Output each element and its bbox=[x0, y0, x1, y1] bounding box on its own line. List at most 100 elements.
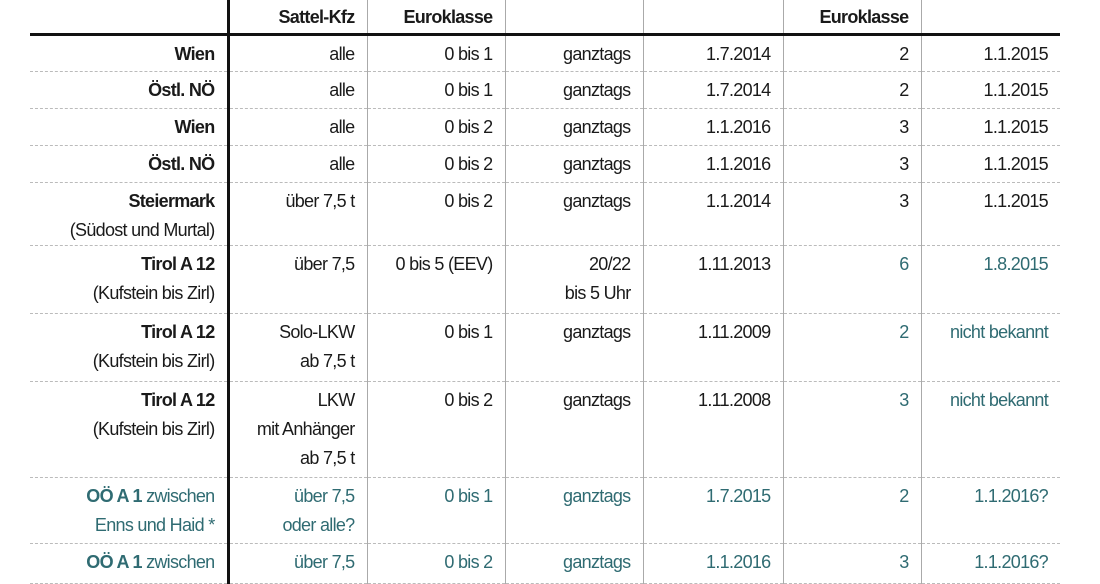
region-name: Tirol A 12 bbox=[141, 322, 215, 342]
table-cell: 1.1.2016? bbox=[920, 543, 1060, 584]
table-cell: 1.11.2009 bbox=[642, 313, 783, 382]
region-cell: Östl. NÖ bbox=[30, 145, 230, 183]
table-cell: 1.1.2016 bbox=[642, 145, 783, 183]
region-name: OÖ A 1 bbox=[86, 552, 142, 572]
region-cell: Wien bbox=[30, 108, 230, 146]
header-row: Sattel-Kfz Euroklasse Euroklasse bbox=[30, 0, 1060, 36]
table-cell: ganztags bbox=[504, 34, 643, 72]
table-cell: 1.1.2015 bbox=[920, 71, 1060, 109]
table-cell: nicht bekannt bbox=[920, 381, 1060, 478]
table-cell: 1.1.2015 bbox=[920, 145, 1060, 183]
table-cell: 1.1.2016 bbox=[642, 108, 783, 146]
column-header bbox=[30, 0, 230, 36]
table-cell: ganztags bbox=[504, 182, 643, 246]
table-cell: 1.7.2014 bbox=[642, 34, 783, 72]
table-cell: 0 bis 2 bbox=[366, 182, 505, 246]
table-row: OÖ A 1 zwischen Enns und Haid * über 7,5 … bbox=[30, 477, 1060, 544]
table-row: Steiermark (Südost und Murtal) über 7,5 t… bbox=[30, 182, 1060, 246]
table-cell: 0 bis 2 bbox=[366, 543, 505, 584]
region-name: Östl. NÖ bbox=[148, 154, 215, 174]
table-cell: 0 bis 2 bbox=[366, 108, 505, 146]
region-name: OÖ A 1 bbox=[86, 486, 142, 506]
region-name: Wien bbox=[174, 117, 215, 137]
table-row: Wien alle 0 bis 2 ganztags 1.1.2016 3 1.1.2015 bbox=[30, 108, 1060, 146]
table-row: OÖ A 1 zwischen über 7,5 0 bis 2 ganztags 1.… bbox=[30, 543, 1060, 584]
region-detail: (Kufstein bis Zirl) bbox=[92, 283, 215, 303]
table-row: Östl. NÖ alle 0 bis 2 ganztags 1.1.2016 3 1.1.… bbox=[30, 145, 1060, 183]
region-detail: (Südost und Murtal) bbox=[69, 220, 215, 240]
table-cell: 1.7.2014 bbox=[642, 71, 783, 109]
table-cell: über 7,5 oder alle? bbox=[227, 477, 367, 544]
table-cell: 1.1.2015 bbox=[920, 34, 1060, 72]
region-cell: Tirol A 12 (Kufstein bis Zirl) bbox=[30, 381, 230, 478]
table-cell: 6 bbox=[782, 245, 921, 314]
region-name: Tirol A 12 bbox=[141, 390, 215, 410]
table-cell: 0 bis 1 bbox=[366, 477, 505, 544]
region-detail: zwischen bbox=[141, 552, 215, 572]
table-cell: LKW mit Anhänger ab 7,5 t bbox=[227, 381, 367, 478]
table-cell: ganztags bbox=[504, 108, 643, 146]
table-cell: 1.1.2015 bbox=[920, 182, 1060, 246]
table-row: Östl. NÖ alle 0 bis 1 ganztags 1.7.2014 2 1.1.… bbox=[30, 71, 1060, 109]
low-emission-zone-table: Sattel-Kfz Euroklasse Euroklasse Wien alle 0… bbox=[30, 0, 1060, 584]
region-detail: (Kufstein bis Zirl) bbox=[92, 419, 215, 439]
table-cell: über 7,5 bbox=[227, 543, 367, 584]
table-cell: 0 bis 1 bbox=[366, 71, 505, 109]
table-cell: 3 bbox=[782, 182, 921, 246]
table-cell: ganztags bbox=[504, 145, 643, 183]
table-cell: 0 bis 5 (EEV) bbox=[366, 245, 505, 314]
table-cell: 20/22 bis 5 Uhr bbox=[504, 245, 643, 314]
column-header bbox=[920, 0, 1060, 36]
table-cell: 3 bbox=[782, 381, 921, 478]
region-cell: Tirol A 12 (Kufstein bis Zirl) bbox=[30, 313, 230, 382]
region-cell: OÖ A 1 zwischen Enns und Haid * bbox=[30, 477, 230, 544]
table-cell: alle bbox=[227, 34, 367, 72]
table-cell: 2 bbox=[782, 34, 921, 72]
table-cell: 2 bbox=[782, 313, 921, 382]
region-detail: zwischen Enns und Haid * bbox=[94, 486, 215, 535]
table-cell: alle bbox=[227, 145, 367, 183]
column-header: Euroklasse bbox=[782, 0, 921, 36]
region-cell: Tirol A 12 (Kufstein bis Zirl) bbox=[30, 245, 230, 314]
region-name: Steiermark bbox=[128, 191, 215, 211]
table-cell: 2 bbox=[782, 477, 921, 544]
table-cell: ganztags bbox=[504, 477, 643, 544]
region-cell: Östl. NÖ bbox=[30, 71, 230, 109]
table-cell: ganztags bbox=[504, 313, 643, 382]
table-row: Tirol A 12 (Kufstein bis Zirl) Solo-LKW a… bbox=[30, 313, 1060, 382]
table-cell: 3 bbox=[782, 543, 921, 584]
column-header bbox=[504, 0, 643, 36]
table-cell: 3 bbox=[782, 145, 921, 183]
table-cell: Solo-LKW ab 7,5 t bbox=[227, 313, 367, 382]
table-cell: ganztags bbox=[504, 381, 643, 478]
region-detail: (Kufstein bis Zirl) bbox=[92, 351, 215, 371]
table-cell: über 7,5 bbox=[227, 245, 367, 314]
table-cell: 0 bis 1 bbox=[366, 34, 505, 72]
table-row: Tirol A 12 (Kufstein bis Zirl) LKW mit An… bbox=[30, 381, 1060, 478]
column-header: Sattel-Kfz bbox=[227, 0, 367, 36]
table-cell: ganztags bbox=[504, 71, 643, 109]
table-cell: 0 bis 2 bbox=[366, 145, 505, 183]
table-cell: 2 bbox=[782, 71, 921, 109]
region-cell: OÖ A 1 zwischen bbox=[30, 543, 230, 584]
table-cell: ganztags bbox=[504, 543, 643, 584]
table-cell: 3 bbox=[782, 108, 921, 146]
table-cell: 1.11.2008 bbox=[642, 381, 783, 478]
table-cell: 1.1.2016? bbox=[920, 477, 1060, 544]
region-name: Östl. NÖ bbox=[148, 80, 215, 100]
table-cell: alle bbox=[227, 108, 367, 146]
region-cell: Steiermark (Südost und Murtal) bbox=[30, 182, 230, 246]
table-row: Wien alle 0 bis 1 ganztags 1.7.2014 2 1.1.2015 bbox=[30, 34, 1060, 72]
table-cell: 0 bis 2 bbox=[366, 381, 505, 478]
region-name: Tirol A 12 bbox=[141, 254, 215, 274]
region-cell: Wien bbox=[30, 34, 230, 72]
table-cell: alle bbox=[227, 71, 367, 109]
table-cell: 1.7.2015 bbox=[642, 477, 783, 544]
table-cell: 1.1.2016 bbox=[642, 543, 783, 584]
table-cell: 1.1.2015 bbox=[920, 108, 1060, 146]
column-header bbox=[642, 0, 783, 36]
table-row: Tirol A 12 (Kufstein bis Zirl) über 7,5 0 … bbox=[30, 245, 1060, 314]
table-cell: 1.8.2015 bbox=[920, 245, 1060, 314]
table-cell: über 7,5 t bbox=[227, 182, 367, 246]
region-name: Wien bbox=[174, 44, 215, 64]
